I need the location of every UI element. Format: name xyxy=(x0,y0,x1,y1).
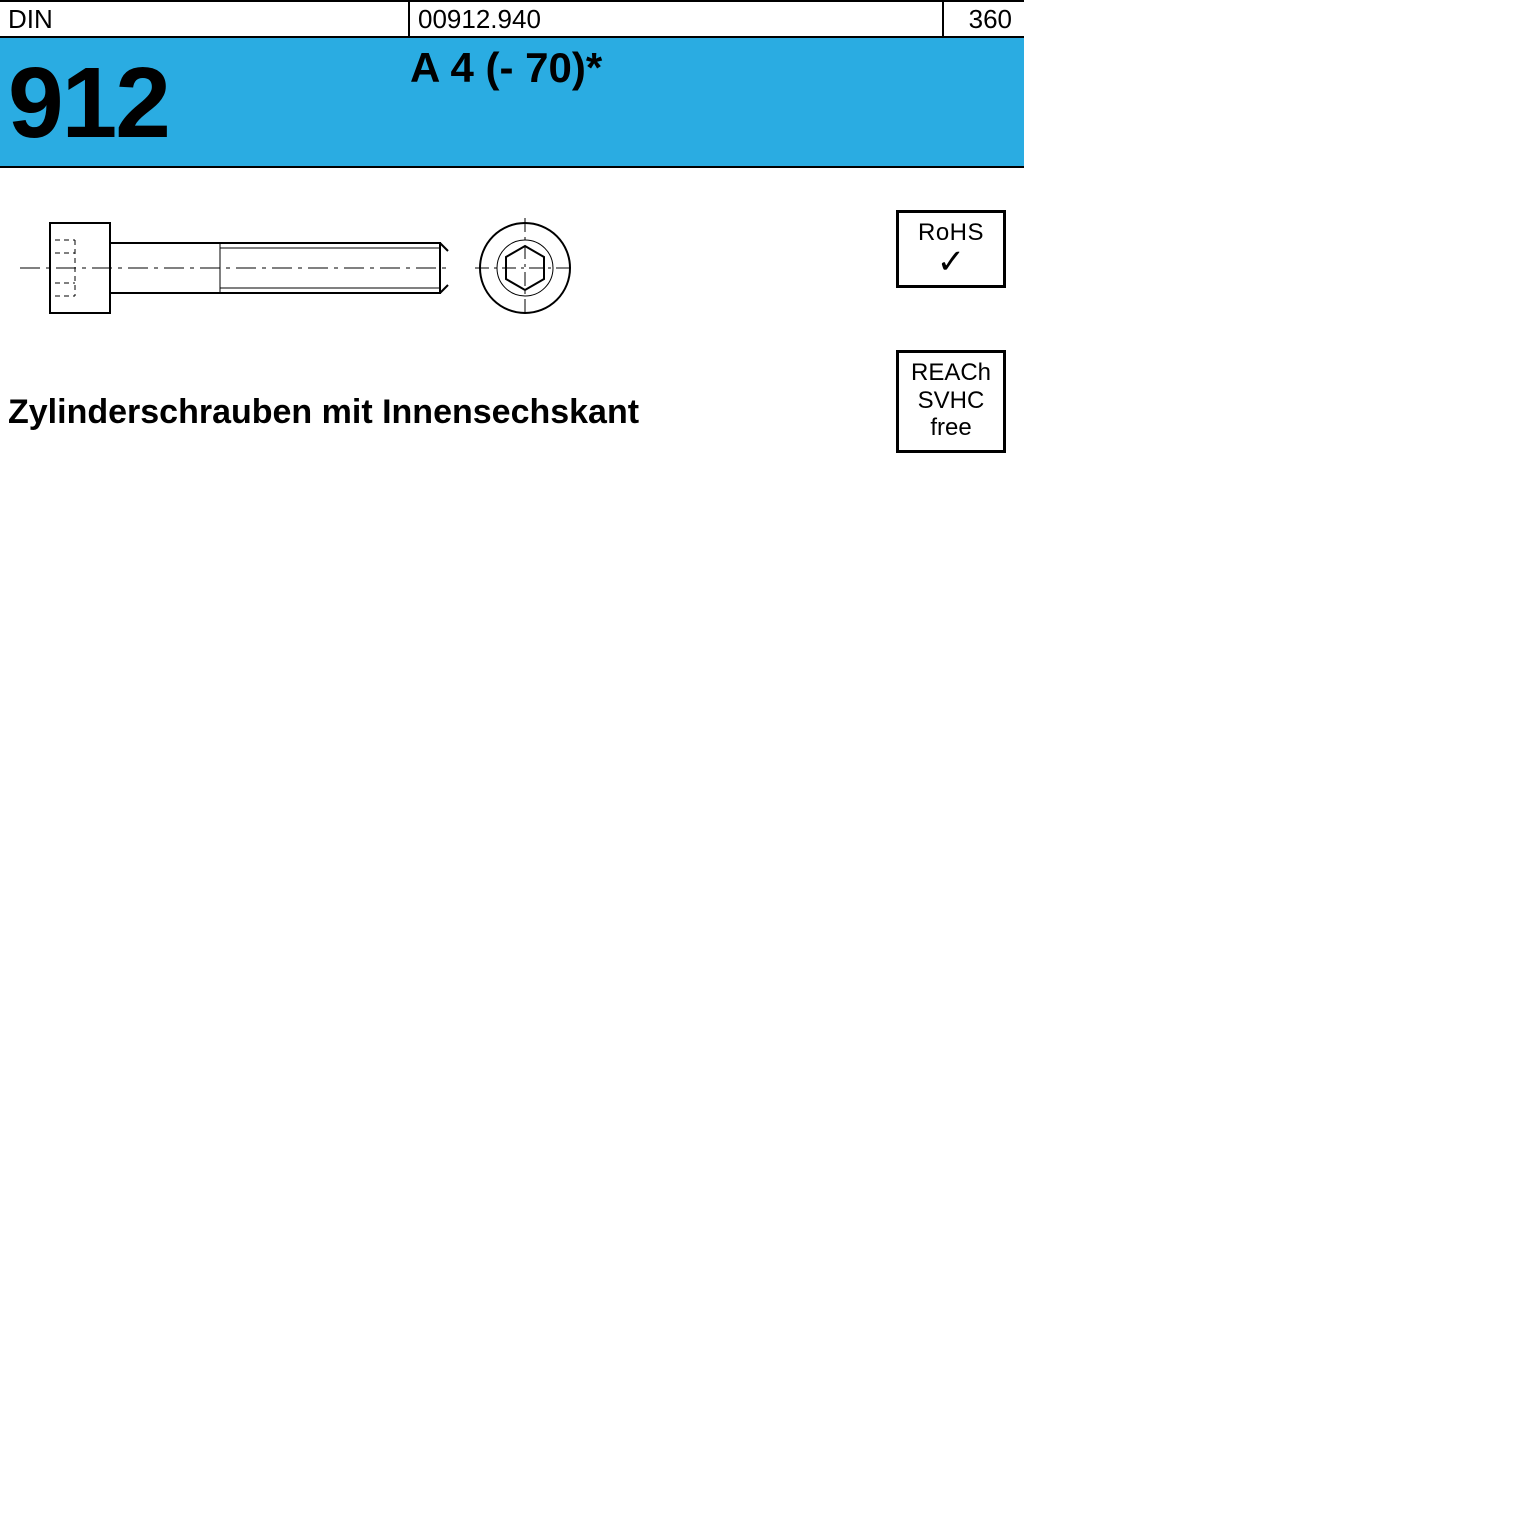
rohs-badge: RoHS ✓ xyxy=(896,210,1006,288)
material-spec: A 4 (- 70)* xyxy=(410,38,1024,166)
datasheet-card: DIN 00912.940 360 912 A 4 (- 70)* xyxy=(0,0,1024,1024)
header-row: DIN 00912.940 360 xyxy=(0,0,1024,38)
reach-badge: REACh SVHC free xyxy=(896,350,1006,453)
reach-line2: SVHC xyxy=(903,387,999,415)
title-band: 912 A 4 (- 70)* xyxy=(0,38,1024,168)
screw-diagram-icon xyxy=(20,208,580,328)
check-icon: ✓ xyxy=(903,247,999,277)
header-standard: DIN xyxy=(0,2,410,36)
product-description: Zylinderschrauben mit Innensechskant xyxy=(8,393,639,432)
header-code: 360 xyxy=(944,2,1024,36)
reach-line1: REACh xyxy=(903,359,999,387)
reach-line3: free xyxy=(903,414,999,442)
header-article: 00912.940 xyxy=(410,2,944,36)
content-area: Zylinderschrauben mit Innensechskant xyxy=(0,168,1024,528)
din-number: 912 xyxy=(0,38,410,166)
